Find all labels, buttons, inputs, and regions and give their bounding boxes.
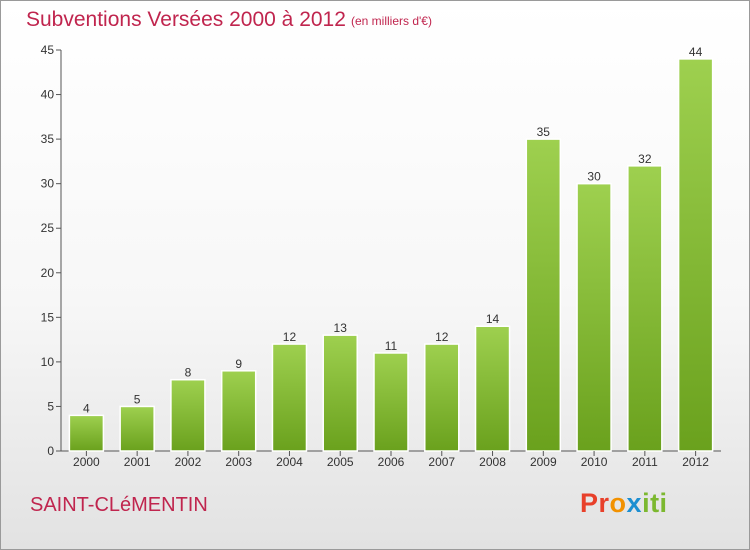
bar <box>474 325 511 452</box>
x-tick-label: 2003 <box>225 455 252 469</box>
bar <box>170 378 206 452</box>
y-tick-label: 20 <box>41 266 55 280</box>
chart-subtitle: (en milliers d'€) <box>351 14 432 28</box>
data-label: 8 <box>185 366 192 380</box>
x-tick-label: 2000 <box>73 455 100 469</box>
proxiti-logo[interactable]: Proxiti <box>580 488 668 519</box>
x-tick-label: 2004 <box>276 455 303 469</box>
data-label: 4 <box>83 401 90 415</box>
y-tick-label: 30 <box>41 177 55 191</box>
x-tick-label: 2012 <box>682 455 709 469</box>
data-label: 9 <box>235 357 242 371</box>
y-tick-label: 10 <box>41 355 55 369</box>
bar <box>525 138 562 452</box>
bar <box>271 343 308 452</box>
y-tick-label: 5 <box>47 399 54 413</box>
data-label: 30 <box>587 170 601 184</box>
bar <box>322 334 358 452</box>
x-tick-label: 2010 <box>581 455 608 469</box>
place-name: SAINT-CLéMENTIN <box>30 494 208 516</box>
data-label: 14 <box>486 312 500 326</box>
chart-title: Subventions Versées 2000 à 2012 <box>26 8 346 31</box>
bar <box>373 352 409 452</box>
data-label: 5 <box>134 392 141 406</box>
bar <box>119 405 155 452</box>
x-tick-label: 2001 <box>124 455 151 469</box>
x-tick-label: 2006 <box>378 455 405 469</box>
bar <box>220 370 257 452</box>
data-label: 32 <box>638 152 652 166</box>
bar <box>627 165 663 452</box>
data-label: 11 <box>385 339 398 353</box>
logo-part: x <box>626 488 643 518</box>
logo-part: iti <box>642 488 668 518</box>
y-tick-label: 15 <box>41 310 55 324</box>
x-tick-label: 2002 <box>175 455 202 469</box>
data-label: 35 <box>537 125 551 139</box>
data-label: 12 <box>435 330 449 344</box>
data-label: 12 <box>283 330 297 344</box>
y-tick-label: 35 <box>41 132 55 146</box>
y-tick-label: 40 <box>41 88 55 102</box>
x-tick-label: 2007 <box>428 455 455 469</box>
x-tick-label: 2005 <box>327 455 354 469</box>
y-tick-label: 25 <box>41 221 55 235</box>
y-tick-label: 45 <box>41 43 55 57</box>
logo-part: Pr <box>580 488 610 518</box>
bar <box>424 343 460 452</box>
data-label: 44 <box>689 45 703 59</box>
x-tick-label: 2009 <box>530 455 557 469</box>
x-tick-label: 2008 <box>479 455 506 469</box>
data-label: 13 <box>334 321 348 335</box>
bar <box>677 58 714 452</box>
logo-part: o <box>609 488 627 518</box>
x-tick-label: 2011 <box>632 455 658 469</box>
y-tick-label: 0 <box>47 444 54 458</box>
bar <box>576 182 612 452</box>
bar <box>68 414 105 452</box>
